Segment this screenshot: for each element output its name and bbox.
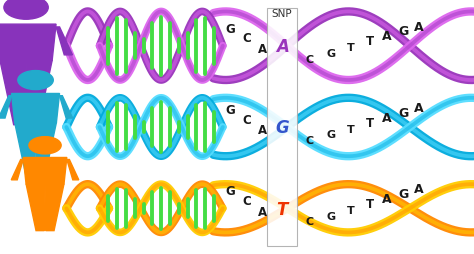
Text: C: C [242, 195, 251, 208]
Text: C: C [305, 217, 313, 227]
Circle shape [29, 137, 61, 154]
Text: G: G [225, 23, 235, 36]
Text: G: G [398, 106, 408, 120]
Polygon shape [26, 60, 52, 125]
Polygon shape [11, 93, 60, 122]
Text: A: A [413, 102, 423, 115]
Text: G: G [326, 212, 335, 222]
Text: T: T [366, 35, 374, 49]
Polygon shape [60, 96, 73, 118]
Circle shape [18, 71, 53, 90]
Text: T: T [366, 117, 374, 130]
Text: G: G [275, 119, 289, 137]
Text: A: A [257, 43, 267, 56]
Polygon shape [23, 157, 67, 184]
Polygon shape [36, 122, 56, 174]
Polygon shape [15, 122, 36, 174]
Text: A: A [382, 112, 392, 125]
Text: T: T [347, 124, 355, 135]
Text: SNP: SNP [272, 9, 292, 19]
Text: T: T [347, 206, 355, 216]
Text: A: A [413, 21, 423, 34]
Polygon shape [67, 160, 79, 180]
FancyBboxPatch shape [266, 8, 298, 246]
Text: A: A [382, 193, 392, 206]
Text: C: C [242, 32, 251, 45]
Text: G: G [225, 104, 235, 117]
Circle shape [4, 0, 48, 19]
Text: A: A [382, 30, 392, 43]
Polygon shape [0, 60, 26, 125]
Polygon shape [45, 184, 64, 231]
Text: C: C [242, 114, 251, 127]
Text: A: A [413, 183, 423, 196]
Polygon shape [56, 27, 73, 55]
Text: A: A [257, 124, 267, 137]
Text: G: G [326, 130, 335, 140]
Text: T: T [276, 201, 288, 218]
Text: G: G [326, 49, 335, 59]
Polygon shape [0, 96, 11, 118]
Text: G: G [398, 188, 408, 201]
Text: T: T [366, 198, 374, 211]
Polygon shape [26, 184, 45, 231]
Text: A: A [257, 205, 267, 219]
Polygon shape [0, 24, 56, 60]
Text: C: C [305, 136, 313, 146]
Polygon shape [11, 160, 23, 180]
Text: G: G [398, 25, 408, 38]
Text: C: C [305, 55, 313, 65]
Text: G: G [225, 185, 235, 198]
Text: A: A [275, 38, 289, 56]
Text: T: T [347, 43, 355, 53]
